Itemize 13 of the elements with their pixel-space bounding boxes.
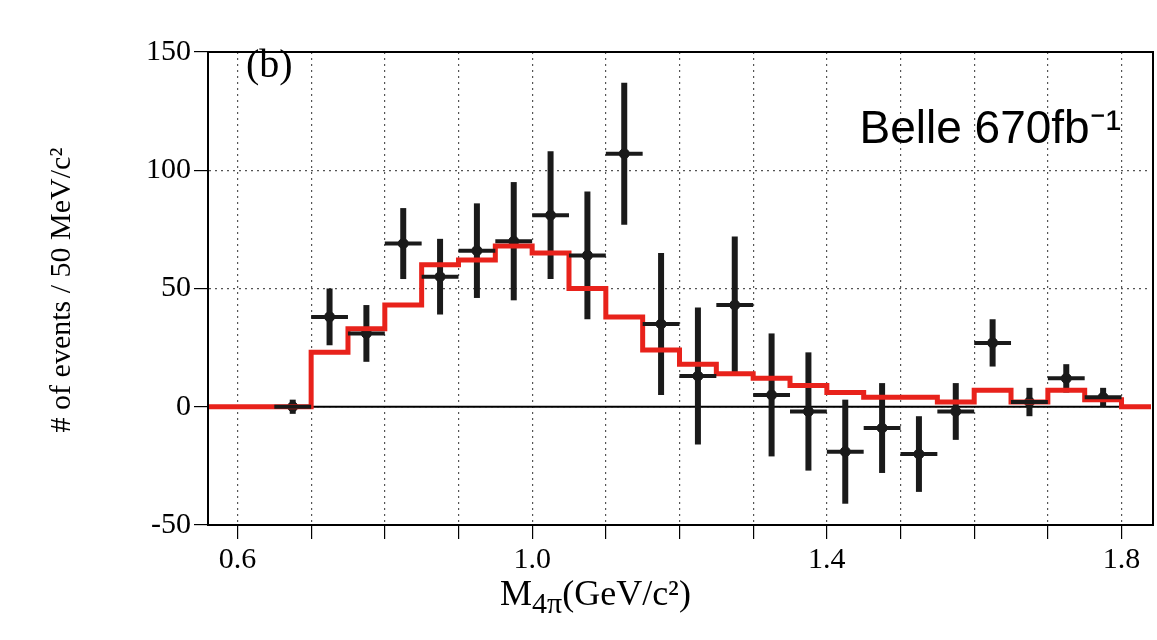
- y-tick-label: 0: [176, 387, 191, 421]
- y-tick-label: -50: [151, 505, 191, 539]
- y-tick-label: 150: [146, 32, 191, 66]
- y-tick-label: 50: [161, 269, 191, 303]
- x-axis-title: M$_{4π}$(GeV/c²): [500, 572, 691, 621]
- x-tick-label: 0.6: [218, 540, 257, 574]
- y-axis-title: # of events / 50 MeV/c²: [43, 147, 77, 433]
- x-tick-label: 1.0: [513, 540, 551, 574]
- annotation: (b): [246, 40, 293, 86]
- annotation: Belle 670fb⁻¹: [859, 100, 1121, 153]
- x-tick-label: 1.8: [1102, 540, 1141, 574]
- x-tick-label: 1.4: [808, 540, 846, 574]
- y-tick-label: 100: [146, 151, 191, 185]
